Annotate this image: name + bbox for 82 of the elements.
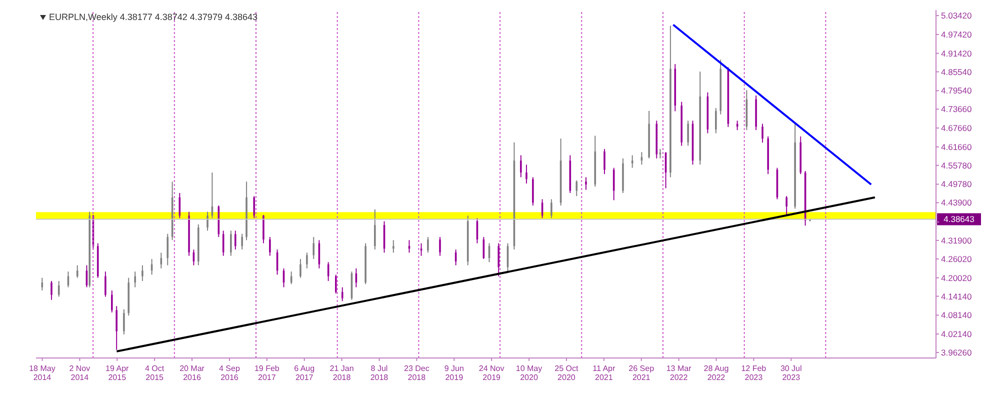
candlestick <box>498 242 500 277</box>
candlestick <box>392 240 394 254</box>
candlestick <box>374 208 376 250</box>
candlestick <box>253 196 256 219</box>
x-tick-label: 11 Apr 2021 <box>592 364 616 382</box>
candlestick <box>206 211 208 232</box>
y-tick-label: 4.85540 <box>941 66 972 77</box>
x-tick-label: 10 May 2020 <box>516 364 542 382</box>
x-tick-label: 28 Aug 2022 <box>704 364 729 382</box>
candlestick <box>306 252 308 269</box>
candlestick <box>58 280 60 298</box>
y-tick-label: 4.31900 <box>941 235 972 246</box>
x-tick-label: 26 Sep 2021 <box>628 364 655 382</box>
chart-title: EURPLN,Weekly 4.38177 4.38742 4.37979 4.38643 <box>49 12 258 22</box>
y-tick-label: 4.55780 <box>941 160 972 170</box>
y-tick-label: 4.61660 <box>941 142 972 152</box>
candlestick <box>786 196 788 216</box>
candlestick <box>427 236 429 254</box>
candlestick <box>312 236 315 260</box>
candlestick <box>334 274 337 294</box>
candlestick <box>526 164 528 184</box>
candlestick <box>762 123 764 144</box>
y-tick-label: 4.67660 <box>941 123 972 134</box>
y-tick-label: 4.97420 <box>941 29 972 40</box>
x-tick-label: 9 Jun 2019 <box>444 364 464 382</box>
y-tick-label: 4.02140 <box>941 329 972 339</box>
candlestick <box>116 306 118 350</box>
candlestick <box>123 308 125 335</box>
y-tick-label: 4.26020 <box>941 254 972 264</box>
candlestick <box>76 264 78 278</box>
y-tick-label: 4.79540 <box>941 86 972 96</box>
candlestick <box>550 198 552 219</box>
candlestick <box>585 176 587 190</box>
y-tick-label: 4.14140 <box>941 291 972 302</box>
ref-line-label: 4.38643 <box>944 214 975 224</box>
x-tick-label: 2 Nov 2014 <box>69 364 90 382</box>
x-tick-label: 25 Oct 2020 <box>554 364 580 382</box>
x-tick-label: 18 May 2014 <box>29 364 56 382</box>
x-tick-label: 21 Jan 2018 <box>330 364 354 382</box>
x-tick-label: 19 Apr 2015 <box>106 364 130 382</box>
x-tick-label: 20 Mar 2016 <box>180 364 205 382</box>
x-tick-label: 6 Aug 2017 <box>294 364 315 382</box>
candlestick <box>230 230 232 256</box>
candlestick <box>520 154 522 178</box>
candlestick <box>269 236 271 256</box>
candlestick <box>659 148 662 159</box>
candlestick <box>300 258 302 278</box>
x-tick-label: 8 Jul 2018 <box>370 364 389 382</box>
x-tick-label: 12 Feb 2023 <box>741 364 767 382</box>
candlestick <box>41 277 44 291</box>
y-tick-label: 4.49780 <box>941 179 972 190</box>
x-tick-label: 13 Mar 2022 <box>666 364 692 382</box>
y-tick-label: 5.03420 <box>941 10 972 21</box>
x-tick-label: 4 Sep 2016 <box>219 364 240 382</box>
candlestick <box>532 176 534 206</box>
candlestick <box>631 154 634 168</box>
candlestick <box>439 236 441 256</box>
y-tick-label: 4.08140 <box>941 310 972 320</box>
x-tick-label: 24 Nov 2019 <box>478 364 504 382</box>
candlestick <box>111 290 113 313</box>
y-tick-label: 4.73660 <box>941 104 972 114</box>
candlestick <box>134 271 136 288</box>
y-tick-label: 4.43900 <box>941 198 972 208</box>
y-tick-label: 3.96260 <box>941 347 972 358</box>
y-tick-label: 4.91420 <box>941 48 972 58</box>
candlestick <box>262 214 264 244</box>
candlestick <box>234 230 236 250</box>
candlestick <box>142 264 144 282</box>
x-tick-label: 23 Dec 2018 <box>404 364 430 382</box>
candlestick <box>715 108 717 134</box>
candlestick <box>241 233 243 250</box>
candlestick <box>50 280 52 300</box>
candlestick <box>166 233 169 266</box>
candlestick <box>576 180 578 197</box>
x-tick-label: 19 Feb 2017 <box>254 364 280 382</box>
candlestick <box>104 271 106 298</box>
candlestick <box>687 120 689 146</box>
candlestick <box>604 148 606 175</box>
candlestick <box>341 286 344 302</box>
x-tick-label: 4 Oct 2015 <box>145 364 165 382</box>
x-tick-label: 30 Jul 2023 <box>780 364 802 382</box>
y-tick-label: 4.20020 <box>941 272 972 283</box>
